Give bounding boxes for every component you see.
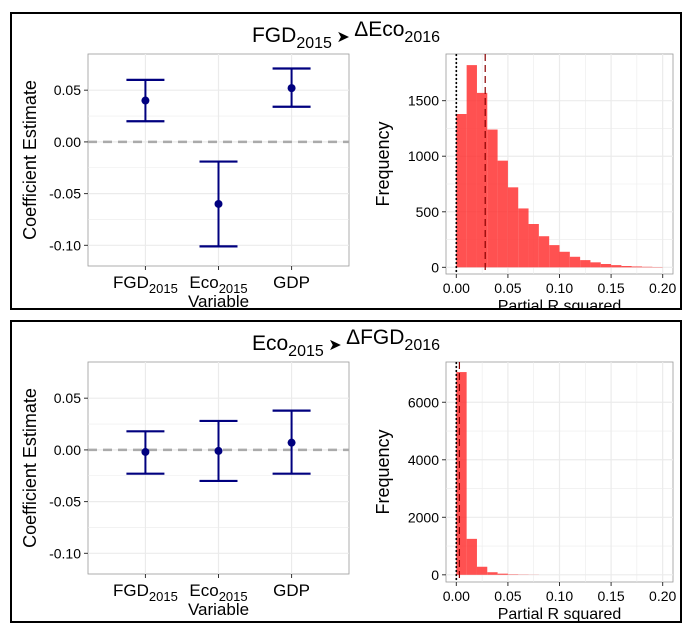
histogram-bar — [559, 251, 570, 268]
estimate-point — [214, 199, 223, 208]
coef-xtick-label: GDP — [273, 273, 310, 292]
histogram-bar — [600, 264, 612, 268]
hist-xtick-label: 0.15 — [597, 280, 624, 296]
histogram-bar — [466, 65, 477, 268]
coef-xlabel: Variable — [188, 292, 249, 308]
coef-xtick-label: FGD2015 — [113, 581, 178, 604]
histogram-bar — [487, 129, 498, 268]
histogram-bar — [456, 372, 467, 575]
histogram-bar — [621, 266, 632, 268]
panel-fgd-to-eco-svg: FGD2015 ➤ ΔEco2016 0.05 0.00 -0.05 -0.10 FGD2… — [20, 18, 677, 315]
hist-ytick-label: 0 — [431, 259, 439, 275]
histogram-bar — [569, 256, 581, 268]
hist-xtick-label: 0.20 — [649, 588, 676, 604]
coef-ytick-label: 0.05 — [54, 82, 81, 98]
hist-ytick-label: 500 — [416, 204, 440, 220]
coef-ylabel: Coefficient Estimate — [20, 80, 40, 240]
hist-ylabel: Frequency — [373, 429, 393, 514]
hist-xlabel: Partial R squared — [498, 606, 622, 621]
histogram-bar — [590, 262, 601, 268]
panel-eco-to-fgd: Eco2015 ➤ ΔFGD2016 0.05 0.00 -0.05 -0.10 FGD2… — [10, 320, 682, 623]
estimate-point — [141, 447, 150, 456]
histogram-bar — [549, 245, 560, 268]
hist-ytick-label: 4000 — [408, 452, 439, 468]
panel-fgd-to-eco: FGD2015 ➤ ΔEco2016 0.05 0.00 -0.05 -0.10 FGD2… — [10, 12, 682, 315]
hist-xtick-label: 0.05 — [494, 588, 521, 604]
coef-ytick-label: -0.10 — [49, 237, 81, 253]
panel-title: FGD2015 ➤ ΔEco2016 — [252, 18, 440, 52]
coef-xtick-label: GDP — [273, 581, 310, 600]
hist-xtick-label: 0.05 — [494, 280, 521, 296]
histogram-bar — [528, 224, 539, 268]
coef-ytick-label: 0.00 — [54, 442, 81, 458]
coef-plot: 0.05 0.00 -0.05 -0.10 FGD2015 Eco2015 GDP Coeff… — [20, 361, 350, 619]
coef-ylabel: Coefficient Estimate — [20, 388, 40, 548]
hist-ytick-label: 2000 — [408, 509, 439, 525]
hist-ytick-label: 6000 — [408, 394, 439, 410]
estimate-point — [287, 84, 296, 93]
hist-xtick-label: 0.20 — [649, 280, 676, 296]
coef-xtick-label: Eco2015 — [189, 273, 247, 296]
hist-xtick-label: 0.00 — [443, 280, 470, 296]
histogram-plot: 0.00 0.05 0.10 0.15 0.20 0 2000 4000 6000 Frequen… — [373, 361, 677, 623]
histogram-plot: 0.00 0.05 0.10 0.15 0.20 0 500 1000 1500 Frequenc… — [373, 53, 677, 315]
panel-title: Eco2015 ➤ ΔFGD2016 — [252, 326, 440, 360]
coef-xlabel: Variable — [188, 600, 249, 619]
panel-title-text: Eco2015 ➤ ΔFGD2016 — [252, 326, 440, 360]
histogram-bar — [497, 573, 508, 575]
histogram-bar — [538, 236, 550, 268]
histogram-bar — [507, 187, 519, 268]
hist-xlabel: Partial R squared — [498, 298, 622, 308]
estimate-point — [141, 96, 150, 105]
coef-ytick-label: -0.05 — [49, 186, 81, 202]
histogram-bar — [611, 265, 622, 268]
coef-ytick-label: -0.05 — [49, 494, 81, 510]
histogram-bar — [476, 566, 488, 575]
histogram-bar — [642, 266, 653, 268]
hist-ytick-label: 1000 — [408, 148, 439, 164]
histogram-bar — [580, 260, 591, 268]
hist-ytick-label: 0 — [431, 567, 439, 583]
coef-xtick-label: FGD2015 — [113, 273, 178, 296]
panel-title-text: FGD2015 ➤ ΔEco2016 — [252, 18, 440, 52]
histogram-bar — [518, 208, 529, 268]
histogram-bar — [466, 538, 477, 575]
hist-xtick-label: 0.10 — [546, 280, 573, 296]
panel-eco-to-fgd-svg: Eco2015 ➤ ΔFGD2016 0.05 0.00 -0.05 -0.10 FGD2… — [20, 326, 677, 623]
estimate-point — [287, 438, 296, 447]
coef-ytick-label: 0.05 — [54, 390, 81, 406]
hist-xtick-label: 0.15 — [597, 588, 624, 604]
histogram-bar — [631, 266, 643, 268]
hist-ytick-label: 1500 — [408, 93, 439, 109]
coef-ytick-label: 0.00 — [54, 134, 81, 150]
histogram-bar — [476, 92, 488, 268]
histogram-bar — [456, 114, 467, 268]
histogram-bar — [487, 572, 498, 575]
hist-ylabel: Frequency — [373, 121, 393, 206]
coef-plot: 0.05 0.00 -0.05 -0.10 FGD2015 Eco2015 GDP Coeff… — [20, 53, 350, 311]
hist-xtick-label: 0.00 — [443, 588, 470, 604]
estimate-point — [214, 446, 223, 455]
hist-xtick-label: 0.10 — [546, 588, 573, 604]
coef-xtick-label: Eco2015 — [189, 581, 247, 604]
histogram-bar — [497, 160, 508, 268]
coef-ytick-label: -0.10 — [49, 545, 81, 561]
